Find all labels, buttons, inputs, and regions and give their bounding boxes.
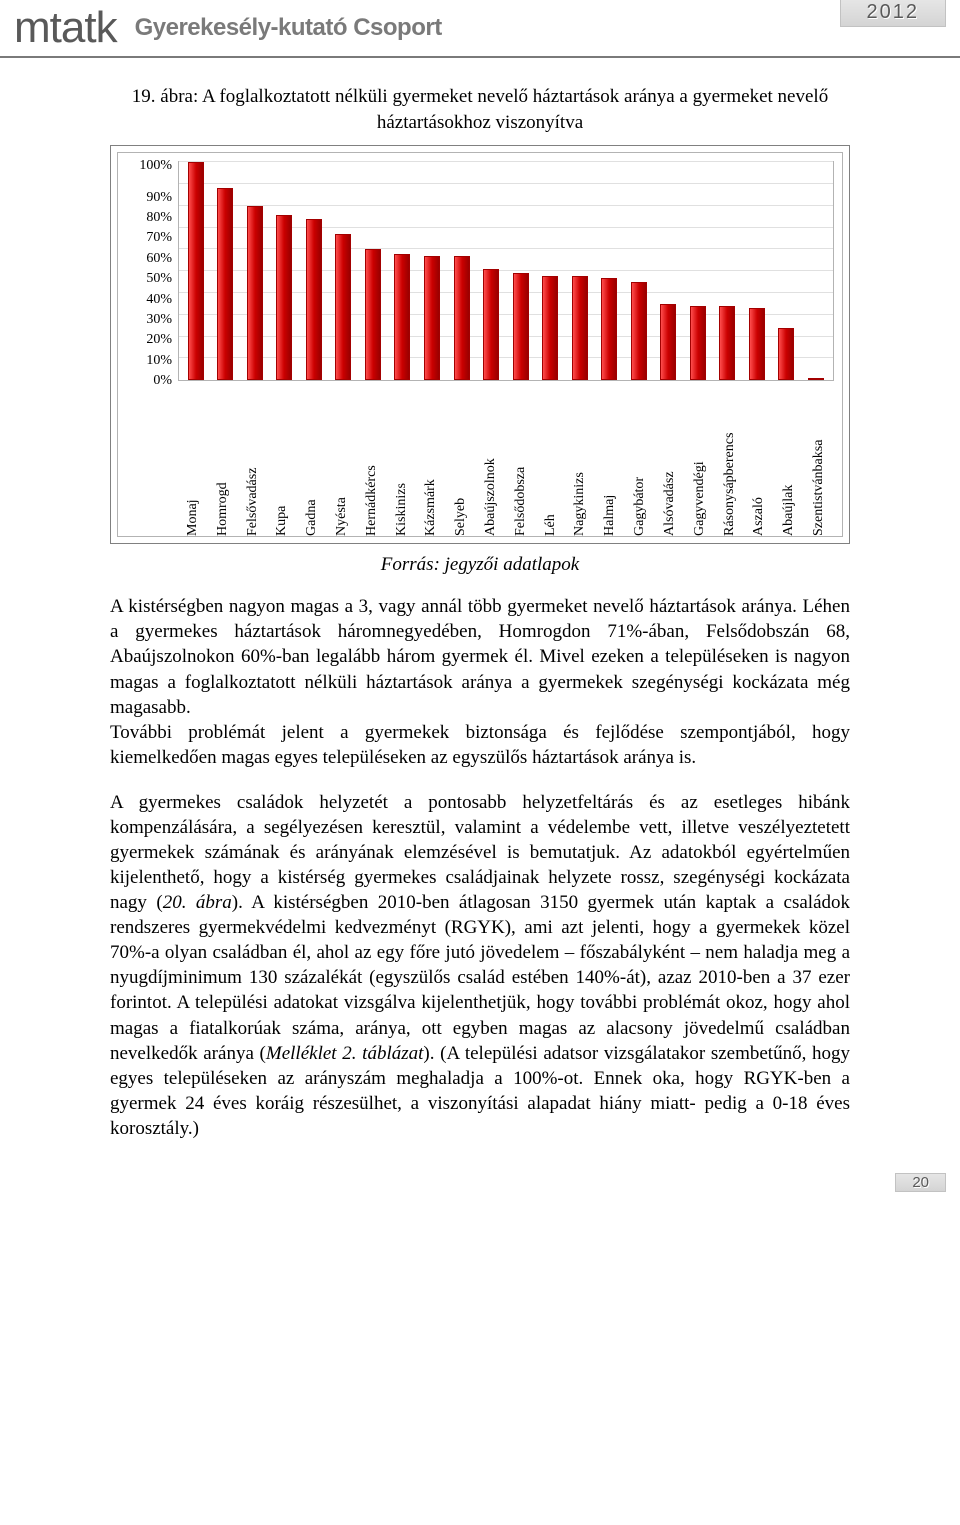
- chart-inner: 100% 90% 80% 70% 60% 50% 40% 30% 20% 10% 0% Monaj H…: [117, 152, 843, 537]
- bar: [394, 254, 410, 380]
- gridline: [179, 161, 833, 162]
- x-tick-label: Abaújszolnok: [483, 387, 499, 536]
- bar: [424, 256, 440, 380]
- y-tick-label: 30%: [126, 312, 172, 328]
- x-tick-label: Halmaj: [602, 387, 618, 536]
- figure-title: 19. ábra: A foglalkoztatott nélküli gyer…: [130, 84, 830, 135]
- x-tick-label: Nyésta: [334, 387, 350, 536]
- chart-container: 100% 90% 80% 70% 60% 50% 40% 30% 20% 10% 0% Monaj H…: [110, 145, 850, 544]
- bar: [217, 188, 233, 380]
- x-tick-label: Selyeb: [453, 387, 469, 536]
- x-tick-label: Rásonysápberencs: [722, 387, 738, 536]
- bar: [601, 278, 617, 380]
- x-tick-label: Nagykinizs: [572, 387, 588, 536]
- y-tick-label: 40%: [126, 292, 172, 308]
- x-tick-label: Monaj: [185, 387, 201, 536]
- year-badge: 2012: [840, 0, 947, 27]
- x-tick-label: Szentistvánbaksa: [811, 387, 827, 536]
- p1-text: A kistérségben nagyon magas a 3, vagy an…: [110, 596, 850, 717]
- y-tick-label: 10%: [126, 353, 172, 369]
- bar: [513, 273, 529, 380]
- x-tick-label: Léh: [543, 387, 559, 536]
- y-tick-label: 70%: [126, 230, 172, 246]
- y-tick-label: 90%: [126, 190, 172, 206]
- p2-text: További problémát jelent a gyermekek biz…: [110, 722, 850, 768]
- x-tick-label: Aszaló: [751, 387, 767, 536]
- y-axis: 100%90%80%70%60%50%40%30%20%10%0%: [126, 161, 178, 381]
- bar: [247, 206, 263, 380]
- page-header: 2012 mtatk Gyerekesély-kutató Csoport: [0, 0, 960, 58]
- x-tick-label: Felsővadász: [245, 387, 261, 536]
- header-inner: mtatk Gyerekesély-kutató Csoport: [14, 6, 946, 50]
- y-tick-label: 50%: [126, 271, 172, 287]
- x-tick-label: Homrogd: [215, 387, 231, 536]
- x-tick-label: Gadna: [304, 387, 320, 536]
- x-tick-label: Gagybátor: [632, 387, 648, 536]
- gridline: [179, 205, 833, 206]
- x-tick-label: Kiskinizs: [394, 387, 410, 536]
- page-footer: 20: [0, 1167, 960, 1198]
- p3-em1: 20. ábra: [163, 892, 232, 913]
- bar: [778, 328, 794, 380]
- gridline: [179, 183, 833, 184]
- bar: [306, 219, 322, 380]
- header-subtitle: Gyerekesély-kutató Csoport: [135, 14, 442, 42]
- y-tick-label: 0%: [126, 373, 172, 389]
- x-tick-label: Alsóvadász: [662, 387, 678, 536]
- bar: [542, 276, 558, 381]
- bar: [690, 306, 706, 380]
- bar: [572, 276, 588, 381]
- bar: [276, 215, 292, 381]
- y-tick-label: 80%: [126, 210, 172, 226]
- body-paragraph-2: A gyermekes családok helyzetét a pontosa…: [110, 790, 850, 1141]
- page-number: 20: [895, 1173, 946, 1192]
- p3b-text: ). A kistérségben 2010-ben átlagosan 315…: [110, 892, 850, 1063]
- x-tick-label: Gagyvendégi: [692, 387, 708, 536]
- bar: [719, 306, 735, 380]
- bar: [483, 269, 499, 380]
- y-tick-label: 20%: [126, 332, 172, 348]
- plot-area: 100%90%80%70%60%50%40%30%20%10%0%: [126, 161, 834, 381]
- bar: [188, 162, 204, 380]
- bar: [454, 256, 470, 380]
- y-tick-label: 60%: [126, 251, 172, 267]
- bar: [808, 378, 824, 380]
- y-tick-label: 100%: [126, 158, 172, 174]
- x-tick-label: Kázsmárk: [423, 387, 439, 536]
- x-tick-label: Abaújlak: [781, 387, 797, 536]
- p3-em2: Melléklet 2. táblázat: [266, 1043, 424, 1064]
- bars-area: [178, 161, 834, 381]
- bar: [365, 249, 381, 380]
- body-paragraph-1: A kistérségben nagyon magas a 3, vagy an…: [110, 594, 850, 770]
- bar: [335, 234, 351, 380]
- x-axis-labels: Monaj Homrogd Felsővadász Kupa Gadna Nyésta He…: [126, 381, 834, 536]
- x-tick-label: Hernádkércs: [364, 387, 380, 536]
- x-tick-label: Felsődobsza: [513, 387, 529, 536]
- figure-source: Forrás: jegyzői adatlapok: [110, 554, 850, 576]
- bar: [660, 304, 676, 380]
- bar: [631, 282, 647, 380]
- x-tick-label: Kupa: [274, 387, 290, 536]
- logo-text: mtatk: [14, 6, 117, 50]
- page-content: 19. ábra: A foglalkoztatott nélküli gyer…: [0, 84, 960, 1141]
- bar: [749, 308, 765, 380]
